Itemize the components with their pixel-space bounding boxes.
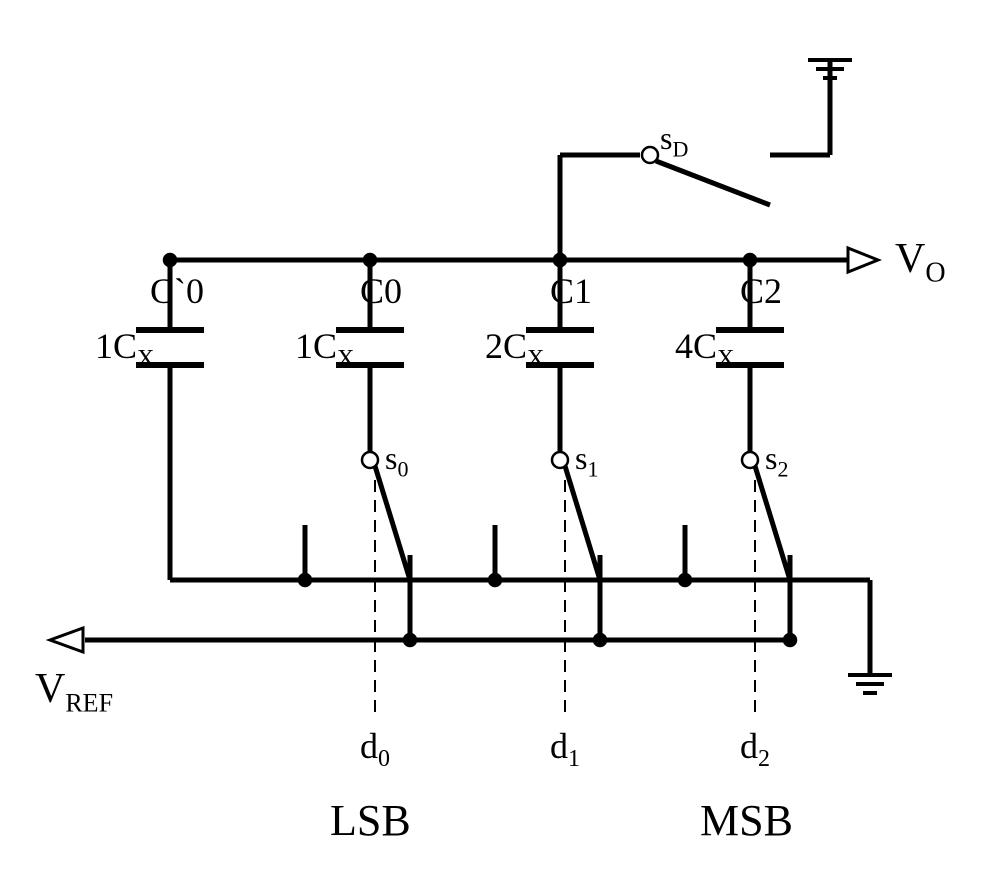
cap-c1-value: 2CX xyxy=(485,325,544,373)
c2-label: C2 xyxy=(740,270,782,312)
c1-label: C1 xyxy=(550,270,592,312)
circuit-svg xyxy=(0,0,1000,876)
s2-label: s2 xyxy=(765,440,788,482)
d2-label: d2 xyxy=(740,725,770,773)
s0-label: s0 xyxy=(385,440,408,482)
vref-label: VREF xyxy=(35,665,113,718)
cap-cprime-value: 1CX xyxy=(95,325,154,373)
d1-label: d1 xyxy=(550,725,580,773)
vo-label: VO xyxy=(895,235,946,289)
cap-c0-value: 1CX xyxy=(295,325,354,373)
lsb-label: LSB xyxy=(330,795,411,846)
c0-label: C0 xyxy=(360,270,402,312)
s1-label: s1 xyxy=(575,440,598,482)
msb-label: MSB xyxy=(700,795,793,846)
cprime-label: C`0 xyxy=(150,270,204,312)
d0-label: d0 xyxy=(360,725,390,773)
diagram-canvas: VO VREF C`0 C0 C1 C2 1CX 1CX 2CX 4CX s0 … xyxy=(0,0,1000,876)
sd-label: sD xyxy=(660,120,688,162)
cap-c2-value: 4CX xyxy=(675,325,734,373)
